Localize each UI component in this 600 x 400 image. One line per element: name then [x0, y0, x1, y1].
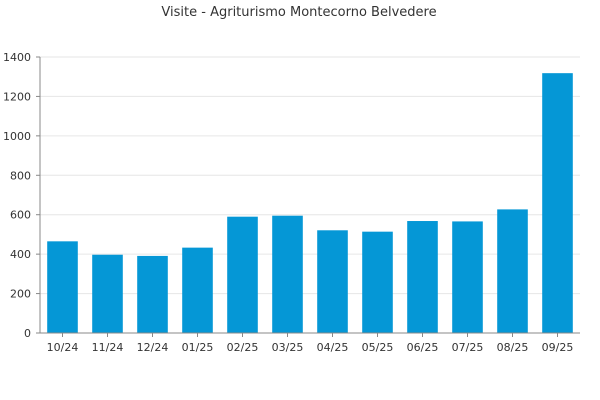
- x-tick-label: 11/24: [92, 341, 124, 354]
- y-tick-label: 200: [10, 288, 31, 301]
- grid-lines: [40, 56, 580, 295]
- bar-11-24: [92, 254, 123, 333]
- y-tick-label: 400: [10, 248, 31, 261]
- bar-08-25: [497, 209, 528, 333]
- y-tick-label: 800: [10, 169, 31, 182]
- bar-09-25: [542, 73, 573, 333]
- x-tick-label: 08/25: [497, 341, 529, 354]
- y-tick-label: 0: [24, 327, 31, 340]
- x-tick-label: 03/25: [272, 341, 304, 354]
- x-tick-label: 12/24: [137, 341, 169, 354]
- bar-12-24: [137, 255, 168, 333]
- x-tick-label: 01/25: [182, 341, 214, 354]
- x-tick-label: 05/25: [362, 341, 394, 354]
- y-axis-ticks: 0 200 400 600 800 1000 1200 1400: [3, 51, 40, 340]
- bar-07-25: [452, 221, 483, 333]
- y-tick-label: 1000: [3, 130, 31, 143]
- x-axis-ticks: 10/24 11/24 12/24 01/25 02/25 03/25 04/25 05/25…: [47, 333, 574, 354]
- bars-group: [47, 73, 573, 333]
- bar-05-25: [362, 231, 393, 333]
- x-tick-label: 06/25: [407, 341, 439, 354]
- bar-02-25: [227, 216, 258, 333]
- bar-01-25: [182, 247, 213, 333]
- bar-06-25: [407, 221, 438, 333]
- y-tick-label: 1200: [3, 90, 31, 103]
- x-tick-label: 09/25: [542, 341, 574, 354]
- x-tick-label: 07/25: [452, 341, 484, 354]
- axes-group: [39, 57, 580, 334]
- chart-title: Visite - Agriturismo Montecorno Belveder…: [161, 5, 436, 20]
- bar-10-24: [47, 241, 78, 333]
- x-tick-label: 10/24: [47, 341, 79, 354]
- bar-03-25: [272, 215, 303, 333]
- x-tick-label: 02/25: [227, 341, 259, 354]
- x-tick-label: 04/25: [317, 341, 349, 354]
- y-tick-label: 1400: [3, 51, 31, 64]
- y-tick-label: 600: [10, 209, 31, 222]
- bar-04-25: [317, 230, 348, 333]
